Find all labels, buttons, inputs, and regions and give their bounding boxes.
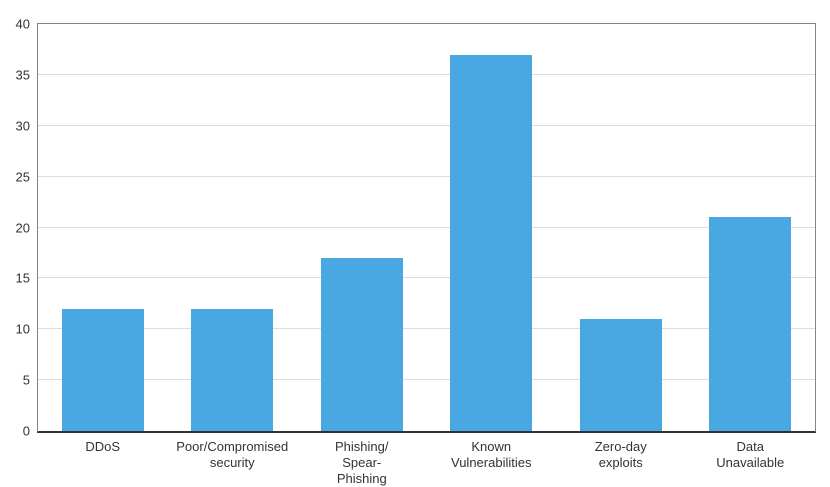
x-axis-label: Known Vulnerabilities [451,439,532,470]
gridline [38,175,815,177]
y-tick-label: 0 [22,423,30,439]
bar-cell [38,24,168,431]
bar-cell [556,24,686,431]
gridline [38,73,815,75]
bars-row [38,24,815,431]
gridline [38,226,815,228]
y-tick-label: 35 [15,67,30,83]
x-axis-tick-labels: DDoS Poor/Compromised security Phishing/ S… [38,439,815,487]
bar-ddos [61,308,144,431]
bar-cell [686,24,816,431]
y-tick-label: 5 [22,372,30,388]
plot-area [37,23,816,433]
gridline [38,379,815,381]
x-axis-label: Zero-day exploits [594,439,647,470]
bar-phishing-spear-phishing [320,258,403,431]
x-axis-label: Phishing/ Spear- Phishing [335,439,389,486]
x-axis-label: DDoS [85,439,121,454]
y-tick-label: 15 [15,270,30,286]
bar-known-vulnerabilities [450,54,533,431]
y-tick-label: 40 [15,16,30,32]
x-axis-label: Poor/Compromised security [176,439,289,470]
x-axis-label: Data Unavailable [716,439,785,470]
bar-cell [168,24,298,431]
bar-zero-day-exploits [579,319,662,431]
gridline [38,328,815,330]
bar-data-unavailable [709,217,792,431]
y-tick-label: 10 [15,321,30,337]
gridline [38,124,815,126]
bar-cell [297,24,427,431]
y-tick-label: 25 [15,169,30,185]
bar-cell [427,24,557,431]
y-tick-label: 30 [15,118,30,134]
bar-poor-compromised-security [191,308,274,431]
gridline [38,277,815,279]
y-tick-label: 20 [15,220,30,235]
